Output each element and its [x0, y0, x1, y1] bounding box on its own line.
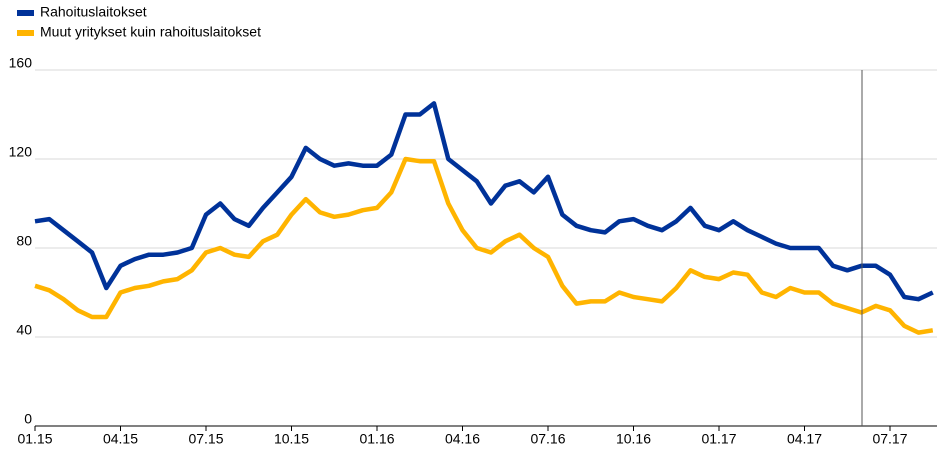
y-tick-label: 0: [24, 411, 32, 427]
x-tick-label: 10.16: [616, 431, 651, 447]
y-tick-label: 80: [16, 233, 32, 249]
x-tick-label: 07.15: [188, 431, 223, 447]
x-tick-label: 04.15: [103, 431, 138, 447]
x-tick-label: 01.15: [17, 431, 52, 447]
x-tick-label: 10.15: [274, 431, 309, 447]
line-series: [34, 101, 934, 302]
y-tick-label: 40: [16, 322, 32, 338]
legend-label: Rahoituslaitokset: [40, 4, 147, 20]
x-tick-label: 01.16: [359, 431, 394, 447]
legend-swatch: [17, 10, 34, 16]
x-tick-label: 04.16: [445, 431, 480, 447]
y-tick-label: 120: [9, 144, 33, 160]
line-series: [34, 156, 934, 335]
legend-swatch: [17, 30, 34, 36]
x-tick-label: 07.17: [872, 431, 907, 447]
x-tick-label: 07.16: [530, 431, 565, 447]
legend-label: Muut yritykset kuin rahoituslaitokset: [40, 24, 261, 40]
y-tick-label: 160: [9, 55, 33, 71]
x-tick-label: 01.17: [701, 431, 736, 447]
x-tick-label: 04.17: [787, 431, 822, 447]
